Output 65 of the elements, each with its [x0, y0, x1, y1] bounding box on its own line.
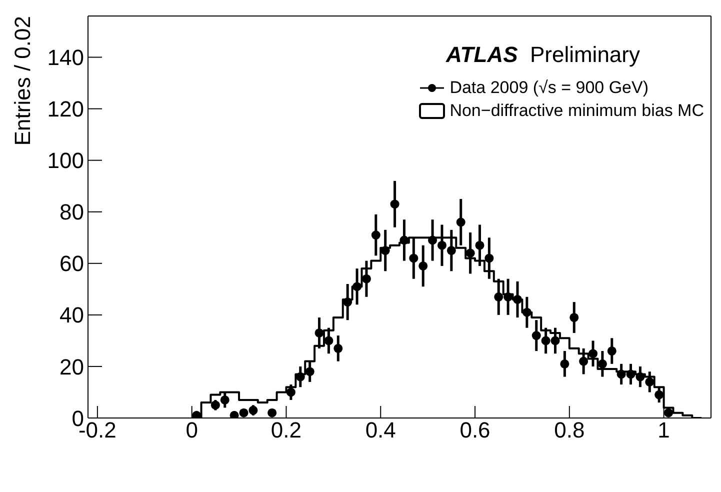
point — [588, 349, 598, 358]
x-tick-label: 0.6 — [460, 418, 490, 443]
y-tick-label: 80 — [60, 200, 84, 225]
point — [400, 236, 409, 245]
point — [380, 246, 390, 256]
point — [504, 292, 513, 302]
y-tick-label: 20 — [60, 354, 84, 380]
point — [512, 294, 522, 304]
point — [437, 240, 446, 250]
point — [409, 254, 418, 263]
point — [456, 218, 466, 227]
point — [343, 298, 352, 307]
point — [626, 370, 636, 379]
point — [494, 292, 504, 302]
point — [446, 246, 456, 256]
y-tick-label: 100 — [47, 148, 84, 174]
point — [654, 390, 664, 400]
y-tick-label: 60 — [60, 251, 84, 276]
point — [522, 308, 532, 317]
point — [390, 200, 400, 209]
point — [560, 359, 570, 368]
x-tick-label: 0 — [186, 418, 198, 443]
point — [428, 236, 438, 245]
point — [324, 336, 334, 346]
point — [664, 408, 674, 418]
point — [314, 328, 324, 338]
point — [570, 312, 579, 322]
point — [296, 372, 305, 382]
point — [352, 282, 362, 292]
point — [616, 370, 626, 379]
x-tick-label: 1 — [658, 418, 670, 443]
annotation: ATLAS Preliminary — [446, 42, 640, 67]
point — [286, 388, 296, 397]
x-tick-label: 0.8 — [554, 418, 585, 443]
point — [579, 356, 588, 366]
y-axis-title: Entries / 0.02 — [10, 16, 35, 146]
point — [598, 359, 607, 368]
x-tick-label: 0.2 — [270, 418, 302, 443]
point — [334, 344, 343, 353]
point — [475, 240, 484, 250]
legend-label: Data 2009 (√s = 900 GeV) — [450, 77, 649, 99]
y-tick-label: 120 — [47, 96, 84, 122]
point — [248, 406, 258, 415]
point — [239, 408, 248, 418]
point — [466, 248, 475, 258]
point — [418, 261, 428, 270]
point — [210, 400, 220, 410]
point — [532, 331, 541, 340]
point — [362, 274, 371, 284]
point — [192, 410, 202, 418]
point — [484, 254, 494, 263]
point — [645, 377, 654, 386]
y-tick-label: 140 — [47, 45, 84, 70]
y-tick-label: 40 — [60, 302, 84, 328]
point — [305, 367, 314, 376]
point — [230, 410, 239, 418]
point — [220, 395, 230, 404]
legend-label: Non−diffractive minimum bias MC — [450, 100, 704, 122]
point — [541, 336, 550, 346]
x-tick-label: 0.4 — [365, 418, 396, 443]
point — [371, 230, 380, 240]
point — [636, 372, 645, 382]
point — [268, 408, 277, 418]
point — [607, 346, 616, 356]
point — [550, 336, 560, 346]
